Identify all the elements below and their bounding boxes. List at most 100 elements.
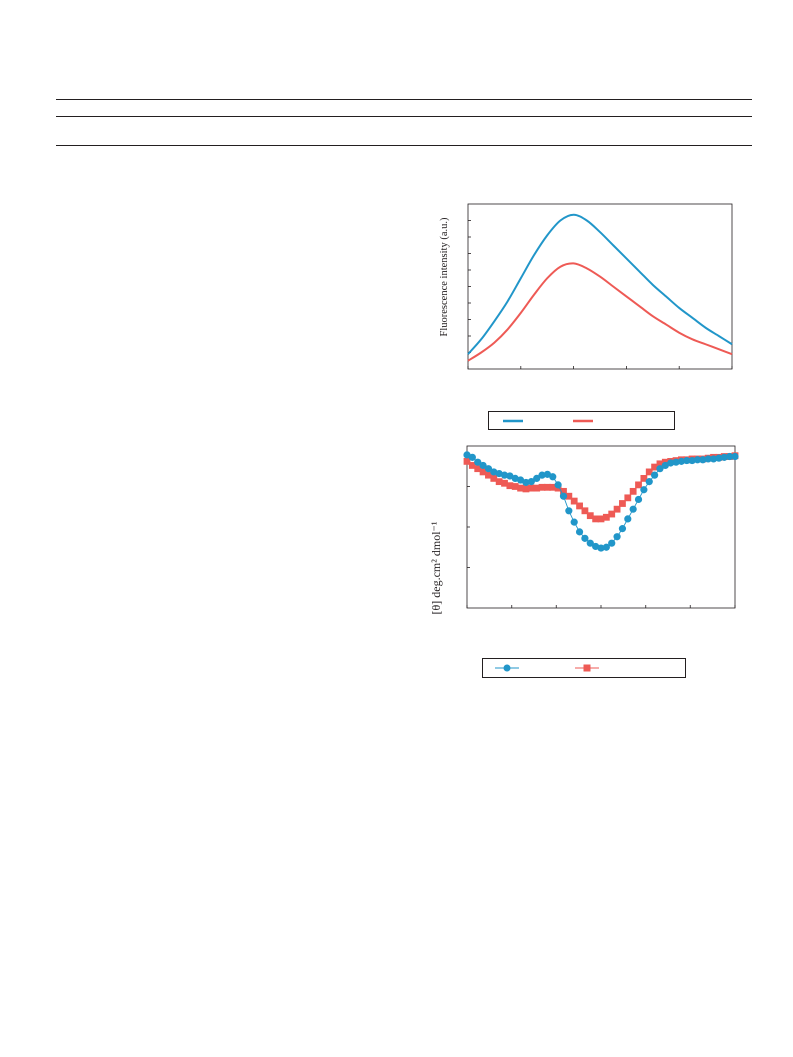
data-point-square — [656, 460, 664, 468]
data-point-circle — [517, 476, 525, 484]
data-point-circle — [629, 505, 637, 513]
data-point-square — [645, 468, 653, 476]
data-point-square — [485, 471, 492, 479]
data-point-square — [549, 483, 557, 491]
data-point-circle — [543, 470, 551, 478]
data-point-square — [501, 479, 508, 487]
data-point-square — [608, 510, 616, 518]
data-point-circle — [586, 539, 594, 547]
cd-plot — [463, 445, 739, 609]
data-point-circle — [699, 456, 707, 464]
data-point-circle — [677, 457, 685, 465]
data-point-square — [635, 481, 642, 489]
data-point-circle — [559, 492, 568, 500]
data-point-circle — [463, 451, 471, 459]
data-point-square — [468, 462, 476, 469]
data-point-square — [527, 484, 535, 492]
data-point-circle — [704, 455, 712, 463]
data-point-square — [629, 487, 637, 495]
data-point-circle — [651, 471, 659, 479]
data-point-square — [651, 463, 658, 471]
data-point-circle — [533, 474, 541, 482]
data-point-circle — [640, 486, 648, 494]
data-point-square — [544, 483, 551, 491]
data-point-square — [613, 505, 621, 513]
cd-legend-swatches — [495, 664, 599, 672]
data-point-circle — [500, 471, 509, 479]
fluorescence-legend-swatches — [503, 419, 593, 423]
cd-legend — [482, 658, 686, 678]
data-point-circle — [613, 533, 621, 541]
data-point-circle — [474, 458, 482, 466]
data-point-circle — [731, 452, 739, 461]
data-point-square — [463, 457, 471, 465]
data-point-circle — [634, 495, 643, 504]
legend-swatch-blue-circle — [495, 664, 519, 672]
fluorescence-plot — [467, 203, 733, 370]
data-point-square — [533, 484, 541, 492]
bottom-rule — [56, 145, 752, 146]
data-point-circle — [608, 539, 616, 547]
data-point-circle — [506, 472, 514, 480]
data-point-square — [560, 487, 567, 495]
middle-rule — [56, 116, 752, 117]
data-point-square — [495, 478, 503, 486]
data-point-circle — [597, 544, 605, 552]
series-line-1 — [467, 262, 733, 362]
data-point-square — [570, 497, 578, 505]
cd-chart: [θ] deg.cm² dmol⁻¹ — [429, 440, 760, 680]
legend-swatch-red-square — [575, 664, 599, 672]
data-point-circle — [661, 461, 669, 470]
data-point-square — [479, 468, 487, 476]
data-point-circle — [484, 465, 493, 473]
data-point-square — [640, 475, 648, 482]
data-point-circle — [726, 452, 734, 461]
data-point-square — [538, 483, 546, 491]
data-point-circle — [667, 459, 675, 467]
data-point-circle — [479, 461, 487, 470]
data-point-circle — [554, 481, 562, 489]
data-point-square — [506, 482, 514, 490]
data-point-circle — [693, 456, 702, 464]
plot-frame — [467, 203, 733, 370]
data-point-square — [511, 483, 519, 490]
series-line-0 — [466, 454, 735, 549]
data-point-square — [565, 492, 573, 500]
fluorescence-legend — [488, 411, 675, 430]
series-line-0 — [467, 213, 733, 355]
data-point-circle — [575, 528, 584, 536]
data-point-circle — [672, 458, 680, 466]
top-rule — [56, 99, 752, 100]
data-point-square — [592, 515, 600, 523]
data-point-square — [602, 513, 610, 521]
data-point-circle — [570, 518, 578, 526]
data-point-circle — [522, 478, 530, 487]
data-point-square — [597, 515, 605, 523]
data-point-circle — [688, 456, 696, 465]
data-point-circle — [602, 543, 610, 551]
data-point-circle — [527, 478, 535, 486]
data-point-circle — [709, 455, 718, 463]
data-point-square — [517, 484, 524, 492]
data-point-circle — [720, 453, 728, 461]
plot-frame — [466, 445, 736, 609]
fluorescence-chart: Fluorescence intensity (a.u.) — [430, 190, 760, 430]
data-point-circle — [645, 478, 653, 486]
data-point-circle — [468, 453, 476, 461]
data-point-square — [619, 500, 626, 507]
data-point-square — [581, 507, 589, 515]
data-point-circle — [624, 515, 632, 523]
cd-y-axis-label: [θ] deg.cm² dmol⁻¹ — [429, 521, 443, 615]
data-point-square — [586, 512, 594, 520]
data-point-circle — [549, 473, 557, 481]
fluorescence-y-axis-label: Fluorescence intensity (a.u.) — [439, 217, 450, 337]
data-point-circle — [581, 534, 589, 542]
data-point-square — [474, 465, 482, 473]
data-point-square — [576, 502, 583, 510]
data-point-circle — [538, 471, 546, 479]
data-point-square — [624, 494, 632, 502]
data-point-circle — [565, 507, 573, 515]
data-point-circle — [618, 525, 627, 533]
data-point-square — [522, 485, 530, 493]
data-point-circle — [683, 456, 691, 465]
